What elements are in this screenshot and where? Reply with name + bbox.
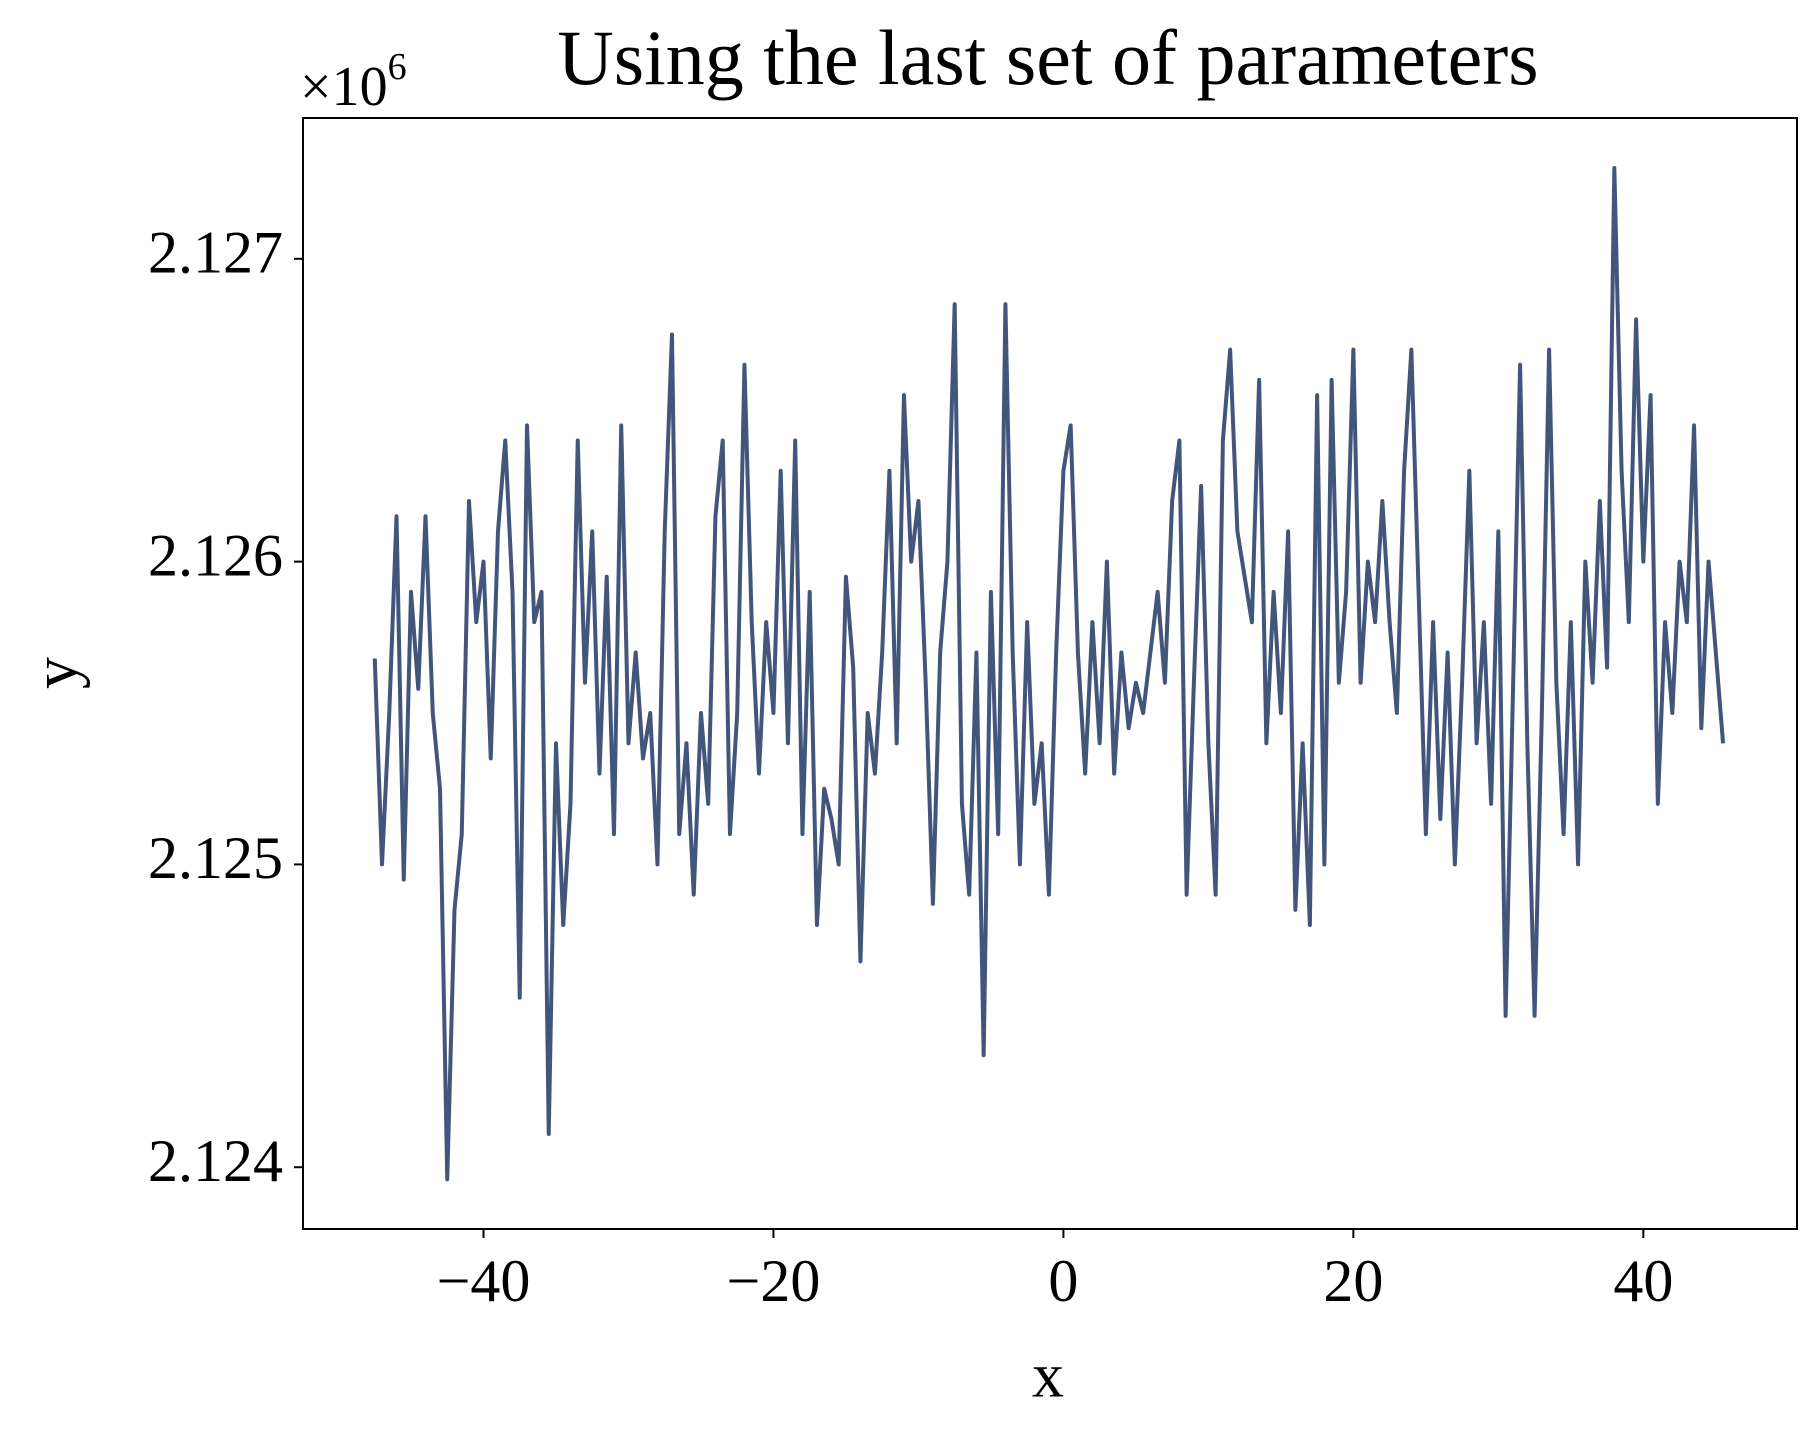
x-tick-label: 0 (1048, 1248, 1078, 1314)
data-line (372, 165, 1726, 1182)
y-tick-label: 2.124 (148, 1128, 283, 1194)
x-tick-label: −20 (727, 1248, 821, 1314)
offset-exponent: 6 (388, 46, 407, 88)
x-tick-label: −40 (437, 1248, 531, 1314)
x-tick-label: 20 (1323, 1248, 1383, 1314)
plot-frame (302, 117, 1798, 1230)
chart-title: Using the last set of parameters (557, 14, 1538, 101)
offset-base: ×10 (300, 56, 388, 118)
y-tick-label: 2.127 (148, 220, 283, 286)
y-axis-label: y (20, 657, 91, 689)
x-axis-label: x (1032, 1340, 1064, 1411)
x-tick-label: 40 (1613, 1248, 1673, 1314)
y-tick-label: 2.126 (148, 522, 283, 588)
y-offset-text: ×106 (300, 46, 407, 118)
y-tick-label: 2.125 (148, 825, 283, 891)
